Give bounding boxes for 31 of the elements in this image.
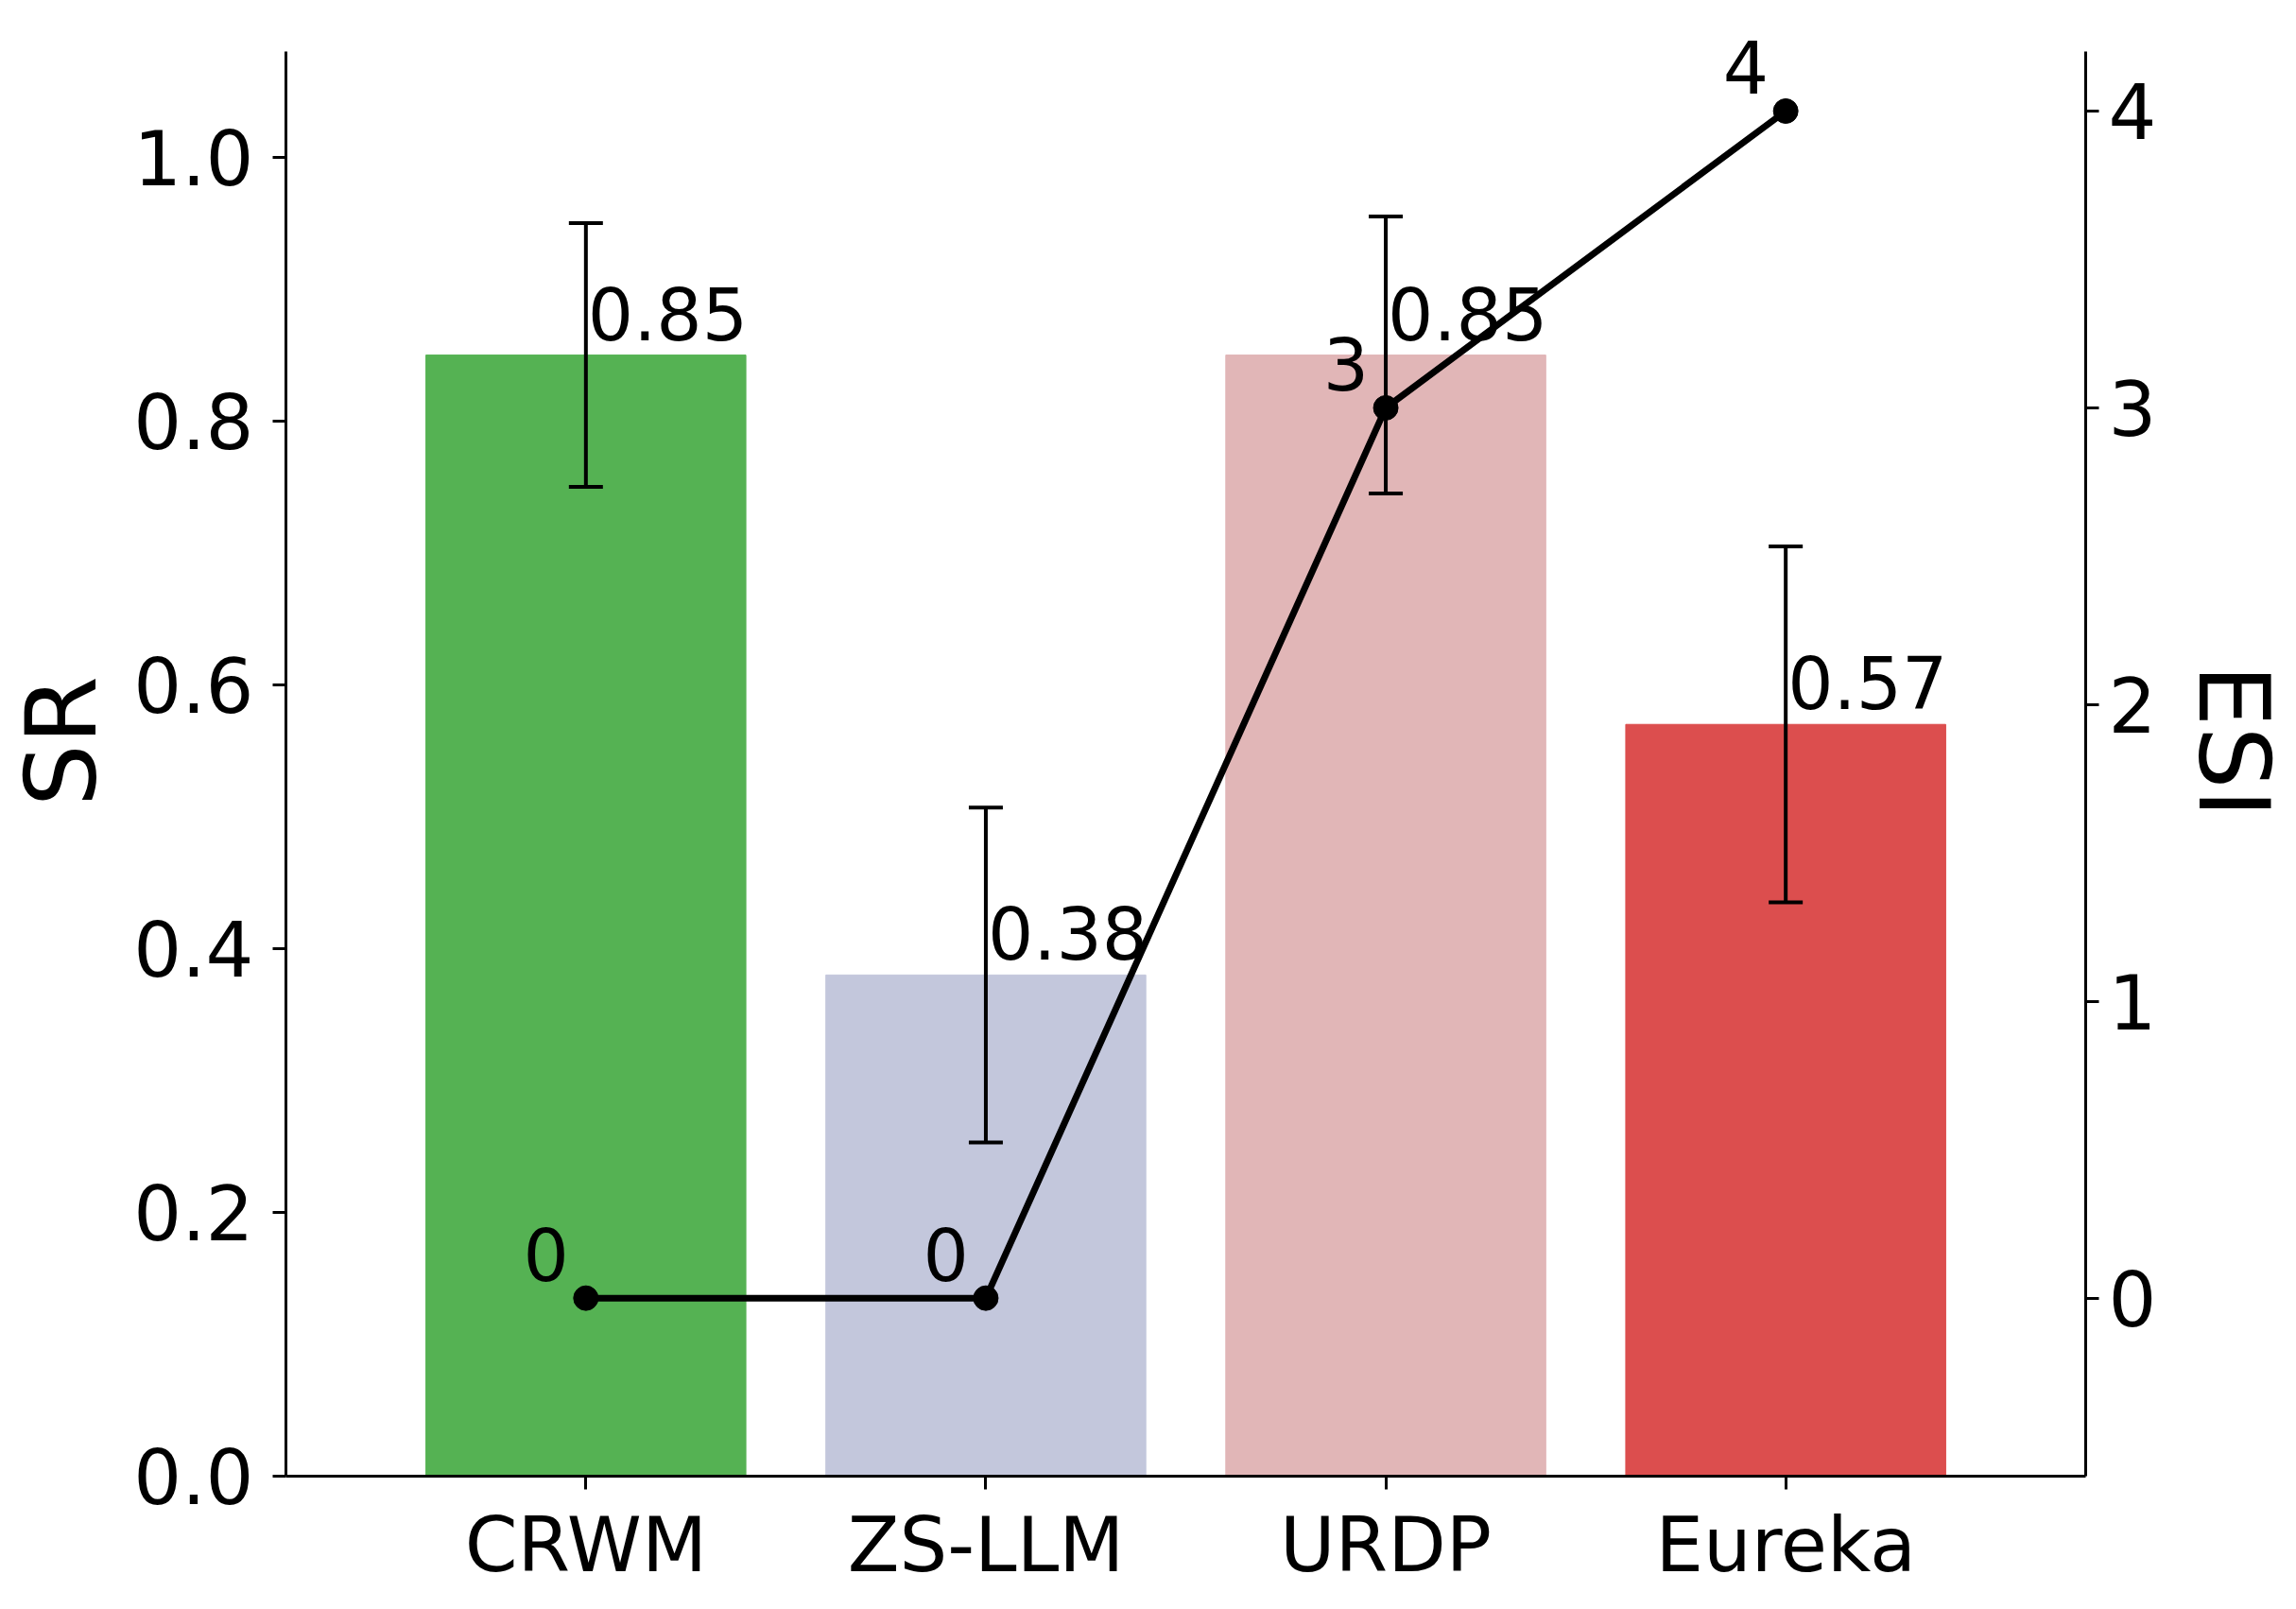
data-label: 0.57 [1787,642,1948,727]
y2-tick-label: 0 [2108,1255,2157,1344]
bar [825,974,1147,1477]
point [573,1285,599,1311]
y2-tick-label: 4 [2108,69,2157,157]
data-label: 3 [1322,323,1370,408]
x-tick-label: URDP [1280,1500,1493,1589]
data-label: 0.85 [587,272,749,357]
y-tick-label: 0.4 [133,906,254,995]
point [1372,394,1399,421]
y-tick-label: 0.6 [133,642,254,731]
point [1772,98,1799,124]
y-tick-label: 0.8 [133,378,254,467]
y2-axis-title: ESI [2176,664,2292,819]
bar [1625,723,1946,1477]
y2-tick-label: 2 [2108,662,2157,751]
y-tick-label: 0.0 [133,1434,254,1522]
y2-tick-label: 3 [2108,365,2157,454]
data-label: 0.38 [987,892,1148,978]
x-tick-label: CRWM [464,1500,707,1589]
bar [425,355,747,1477]
data-label: 0 [523,1214,569,1299]
x-tick-label: Eureka [1655,1500,1916,1589]
y-axis-title: SR [4,675,120,807]
point [973,1285,999,1311]
data-label: 4 [1722,26,1769,112]
y-tick-label: 1.0 [133,114,254,203]
data-label: 0 [923,1214,969,1299]
y-tick-label: 0.2 [133,1169,254,1258]
y2-tick-label: 1 [2108,959,2157,1047]
x-tick-label: ZS-LLM [847,1500,1125,1589]
